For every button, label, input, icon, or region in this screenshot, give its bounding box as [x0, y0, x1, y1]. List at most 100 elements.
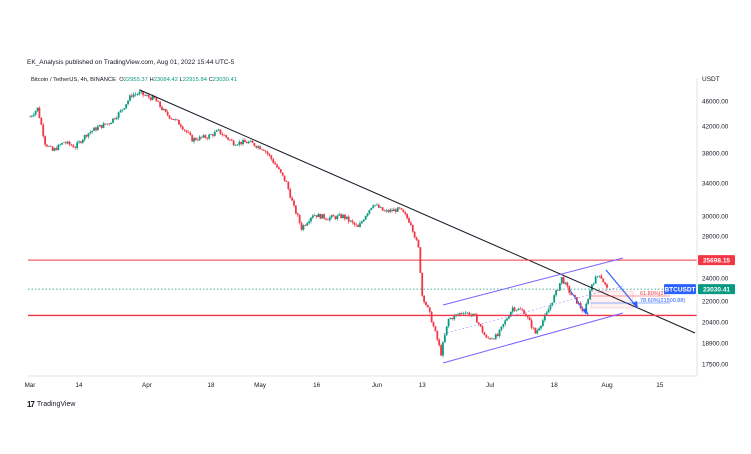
candle-body: [479, 324, 482, 327]
candle-body: [113, 118, 116, 120]
candle-body: [574, 295, 576, 298]
candle-body: [536, 330, 539, 334]
candle-body: [181, 126, 184, 130]
candle-body: [61, 142, 63, 145]
candle-body: [602, 278, 605, 283]
candle-body: [119, 110, 122, 113]
candle-body: [112, 118, 114, 123]
candle-body: [221, 134, 224, 136]
candle-body: [51, 146, 54, 151]
candle-body: [500, 326, 503, 330]
y-tick-label: 22000.00: [702, 299, 729, 306]
candle-body: [255, 145, 258, 148]
candle-body: [549, 305, 552, 310]
candle-body: [95, 127, 97, 131]
candle-body: [368, 209, 371, 214]
candle-body: [417, 239, 420, 248]
candle-body: [104, 123, 107, 125]
candle-body: [411, 224, 414, 232]
candle-body: [317, 213, 320, 217]
candle-body: [509, 311, 512, 317]
open-value: 22955.37: [123, 77, 148, 83]
candle-body: [523, 310, 525, 314]
candle-body: [409, 222, 412, 225]
candle-body: [374, 204, 376, 206]
candle-body: [176, 119, 178, 121]
candle-body: [464, 312, 467, 314]
candle-body: [381, 207, 384, 211]
candle-body: [332, 215, 335, 217]
candle-body: [55, 148, 58, 151]
candle-body: [604, 282, 607, 285]
candle-body: [462, 313, 465, 315]
candle-body: [40, 118, 43, 125]
candle-body: [319, 213, 322, 219]
candle-body: [144, 95, 146, 96]
candle-body: [551, 302, 554, 306]
fib-786-label: 78.60%(21500.88): [640, 298, 685, 304]
candle-body: [517, 308, 520, 311]
candle-body: [174, 119, 177, 120]
candle-body: [34, 110, 37, 115]
candle-body: [283, 175, 286, 181]
candle-body: [477, 322, 480, 325]
candle-body: [423, 295, 425, 302]
candle-body: [36, 107, 39, 111]
candle-body: [29, 116, 31, 118]
candle-body: [385, 210, 388, 212]
candle-body: [321, 214, 324, 219]
candle-body: [430, 311, 433, 323]
candle-body: [96, 126, 99, 131]
candle-body: [345, 216, 348, 219]
fib-618-label: 61.80%(2..: [640, 291, 667, 297]
currency-label: USDT: [702, 76, 720, 83]
candle-body: [225, 135, 228, 138]
candle-body: [313, 215, 316, 216]
y-tick-label: 20400.00: [702, 320, 729, 327]
last-price-badge-text: 23030.41: [703, 286, 730, 293]
candle-body: [347, 216, 350, 222]
candle-body: [349, 220, 352, 222]
footer-brand[interactable]: 17 TradingView: [27, 400, 75, 409]
candle-body: [264, 150, 267, 152]
candle-body: [232, 140, 235, 146]
arrow-path-2: [605, 269, 637, 307]
candle-body: [360, 221, 363, 224]
candle-body: [408, 218, 410, 223]
candle-body: [560, 277, 563, 284]
candle-body: [298, 215, 301, 223]
candle-body: [557, 290, 559, 291]
candle-body: [38, 107, 41, 119]
candle-body: [228, 139, 231, 141]
resistance-price-badge-bg: [698, 255, 735, 266]
candle-body: [553, 295, 556, 303]
candle-body: [251, 140, 254, 144]
candle-body: [132, 94, 135, 97]
candle-body: [230, 139, 233, 141]
candle-body: [334, 216, 337, 219]
candle-body: [198, 136, 201, 141]
candle-body: [64, 142, 67, 144]
candle-body: [376, 204, 378, 206]
last-price-badge: 23030.41: [698, 284, 735, 295]
candle-body: [504, 320, 507, 325]
candle-body: [566, 282, 569, 287]
low-value: 22915.84: [182, 77, 207, 83]
candle-body: [506, 318, 508, 321]
candle-body: [268, 153, 271, 156]
candle-body: [436, 331, 439, 340]
candle-body: [66, 141, 69, 144]
candle-body: [304, 225, 307, 226]
channel-lower-line: [442, 312, 624, 364]
candle-body: [598, 275, 601, 277]
candle-body: [279, 169, 282, 173]
candle-body: [528, 317, 531, 321]
close-value: 23030.41: [212, 77, 237, 83]
candle-body: [460, 313, 463, 314]
candle-body: [515, 310, 518, 311]
candle-body: [196, 139, 199, 141]
candle-body: [472, 313, 475, 316]
candle-body: [151, 95, 154, 101]
candle-body: [57, 144, 60, 151]
